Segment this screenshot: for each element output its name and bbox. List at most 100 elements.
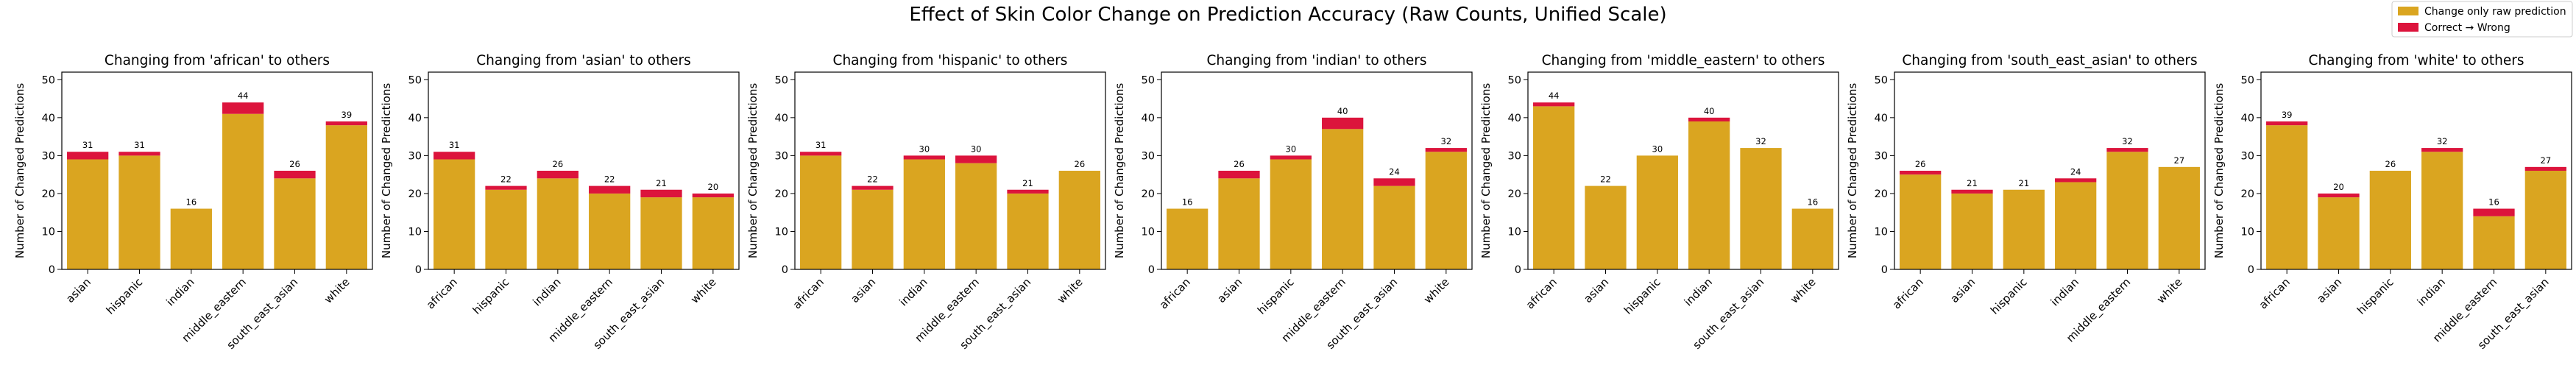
chart-panel-1: Changing from 'african' to others Number … bbox=[13, 53, 373, 353]
bar-wrong-african bbox=[1900, 171, 1942, 175]
data-label-white: 16 bbox=[1808, 197, 1819, 208]
y-tick-label: 20 bbox=[1142, 188, 1155, 200]
bar-raw-south_east_asian bbox=[1007, 193, 1049, 269]
data-label-middle_eastern: 22 bbox=[604, 174, 615, 185]
panel-title: Changing from 'hispanic' to others bbox=[833, 53, 1068, 68]
bar-wrong-south_east_asian bbox=[2524, 166, 2566, 171]
x-tick-label-hispanic: hispanic bbox=[104, 275, 146, 317]
data-label-middle_eastern: 30 bbox=[971, 144, 982, 154]
y-axis-label: Number of Changed Predictions bbox=[380, 83, 393, 258]
bar-wrong-white bbox=[692, 193, 734, 198]
data-label-african: 26 bbox=[1915, 159, 1926, 169]
bar-raw-middle_eastern bbox=[1322, 129, 1364, 269]
data-label-indian: 26 bbox=[553, 159, 564, 169]
bar-wrong-white bbox=[1425, 148, 1467, 152]
panel-title: Changing from 'asian' to others bbox=[476, 53, 690, 68]
bar-wrong-asian bbox=[67, 152, 109, 160]
data-label-white: 32 bbox=[1441, 136, 1452, 146]
y-tick-label: 30 bbox=[408, 150, 422, 162]
y-tick-label: 0 bbox=[49, 264, 55, 276]
bar-raw-asian bbox=[2318, 197, 2360, 269]
bar-wrong-middle_eastern bbox=[589, 185, 631, 194]
legend-swatch-wrong bbox=[2398, 23, 2418, 32]
bar-raw-indian bbox=[903, 159, 945, 269]
bar-raw-middle_eastern bbox=[2473, 216, 2515, 269]
x-tick-label-white: white bbox=[1421, 275, 1452, 306]
bar-wrong-african bbox=[800, 152, 842, 156]
y-tick-label: 50 bbox=[775, 74, 788, 86]
chart-panel-6: Changing from 'south_east_asian' to othe… bbox=[1846, 53, 2206, 345]
bar-raw-asian bbox=[67, 159, 109, 269]
plot-frame bbox=[2260, 71, 2572, 270]
bar-raw-african bbox=[1900, 174, 1942, 269]
legend-swatch-raw bbox=[2398, 7, 2418, 15]
y-tick-label: 0 bbox=[782, 264, 788, 276]
x-tick-label-hispanic: hispanic bbox=[470, 275, 512, 317]
bar-raw-hispanic bbox=[2369, 171, 2411, 269]
bar-raw-african bbox=[2266, 125, 2308, 269]
data-label-hispanic: 22 bbox=[500, 174, 512, 185]
y-tick-label: 10 bbox=[2241, 226, 2254, 238]
y-tick-label: 0 bbox=[415, 264, 422, 276]
bar-raw-hispanic bbox=[485, 189, 527, 269]
bar-raw-indian bbox=[2055, 182, 2097, 269]
y-tick-label: 20 bbox=[775, 188, 788, 200]
data-label-middle_eastern: 40 bbox=[1337, 106, 1348, 116]
x-tick-label-asian: asian bbox=[848, 275, 878, 305]
bar-wrong-south_east_asian bbox=[640, 189, 682, 198]
data-label-indian: 30 bbox=[919, 144, 930, 154]
y-axis-label: Number of Changed Predictions bbox=[746, 83, 760, 258]
x-tick-label-asian: asian bbox=[1581, 275, 1611, 305]
bar-raw-asian bbox=[1951, 193, 1993, 269]
data-label-middle_eastern: 16 bbox=[2488, 197, 2499, 208]
y-tick-label: 30 bbox=[1508, 150, 1521, 162]
data-label-south_east_asian: 27 bbox=[2541, 155, 2552, 166]
x-tick-label-african: african bbox=[790, 275, 827, 311]
bar-raw-white bbox=[1058, 171, 1100, 269]
bar-raw-hispanic bbox=[1636, 155, 1678, 269]
x-tick-label-white: white bbox=[322, 275, 353, 306]
x-tick-label-asian: asian bbox=[2314, 275, 2344, 305]
bar-raw-white bbox=[692, 197, 734, 269]
data-label-african: 39 bbox=[2282, 110, 2293, 120]
data-label-asian: 31 bbox=[82, 140, 93, 150]
x-tick-label-asian: asian bbox=[1947, 275, 1978, 305]
plot-frame bbox=[428, 71, 740, 270]
bar-wrong-middle_eastern bbox=[955, 155, 997, 163]
plot-frame bbox=[1894, 71, 2206, 270]
y-axis-label: Number of Changed Predictions bbox=[1113, 83, 1126, 258]
bar-raw-african bbox=[800, 155, 842, 269]
x-tick-label-indian: indian bbox=[896, 275, 930, 308]
y-tick-label: 50 bbox=[1508, 74, 1521, 86]
y-tick-label: 30 bbox=[1875, 150, 1888, 162]
x-tick-label-asian: asian bbox=[1214, 275, 1245, 305]
x-tick-label-indian: indian bbox=[1682, 275, 1715, 308]
panel-title: Changing from 'white' to others bbox=[2309, 53, 2524, 68]
y-axis-label: Number of Changed Predictions bbox=[2212, 83, 2226, 258]
data-label-asian: 22 bbox=[1600, 174, 1611, 185]
data-label-middle_eastern: 32 bbox=[2122, 136, 2133, 146]
y-tick-label: 20 bbox=[1508, 188, 1521, 200]
bar-raw-african bbox=[1533, 106, 1575, 269]
chart-panel-2: Changing from 'asian' to others Number of… bbox=[380, 53, 740, 353]
bar-raw-hispanic bbox=[118, 155, 160, 269]
y-tick-label: 20 bbox=[408, 188, 422, 200]
y-axis-label: Number of Changed Predictions bbox=[1479, 83, 1493, 258]
y-tick-label: 0 bbox=[1881, 264, 1888, 276]
bar-wrong-hispanic bbox=[1270, 155, 1312, 160]
x-tick-label-indian: indian bbox=[2048, 275, 2081, 308]
x-tick-label-hispanic: hispanic bbox=[1255, 275, 1297, 317]
bar-raw-south_east_asian bbox=[1740, 148, 1782, 269]
bar-raw-asian bbox=[852, 189, 894, 269]
legend-label-wrong: Correct → Wrong bbox=[2424, 22, 2510, 34]
bar-wrong-indian bbox=[903, 155, 945, 160]
y-tick-label: 50 bbox=[408, 74, 422, 86]
panel-title: Changing from 'middle_eastern' to others bbox=[1542, 53, 1825, 68]
data-label-african: 44 bbox=[1549, 91, 1560, 101]
y-tick-label: 40 bbox=[2241, 113, 2254, 124]
bar-raw-african bbox=[1167, 208, 1209, 269]
plot-frame bbox=[61, 71, 373, 270]
y-axis-label: Number of Changed Predictions bbox=[1846, 83, 1859, 258]
y-tick-label: 50 bbox=[1875, 74, 1888, 86]
